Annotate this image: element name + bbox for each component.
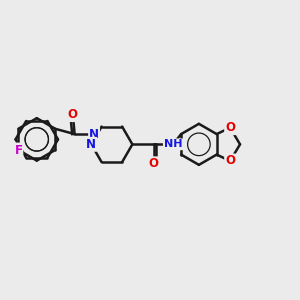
Text: F: F xyxy=(14,143,22,157)
Text: N: N xyxy=(86,138,96,151)
Text: N: N xyxy=(89,128,99,141)
Text: O: O xyxy=(225,154,235,167)
Text: NH: NH xyxy=(164,139,182,149)
Text: O: O xyxy=(68,108,78,121)
Text: O: O xyxy=(148,157,159,170)
Text: O: O xyxy=(225,121,235,134)
